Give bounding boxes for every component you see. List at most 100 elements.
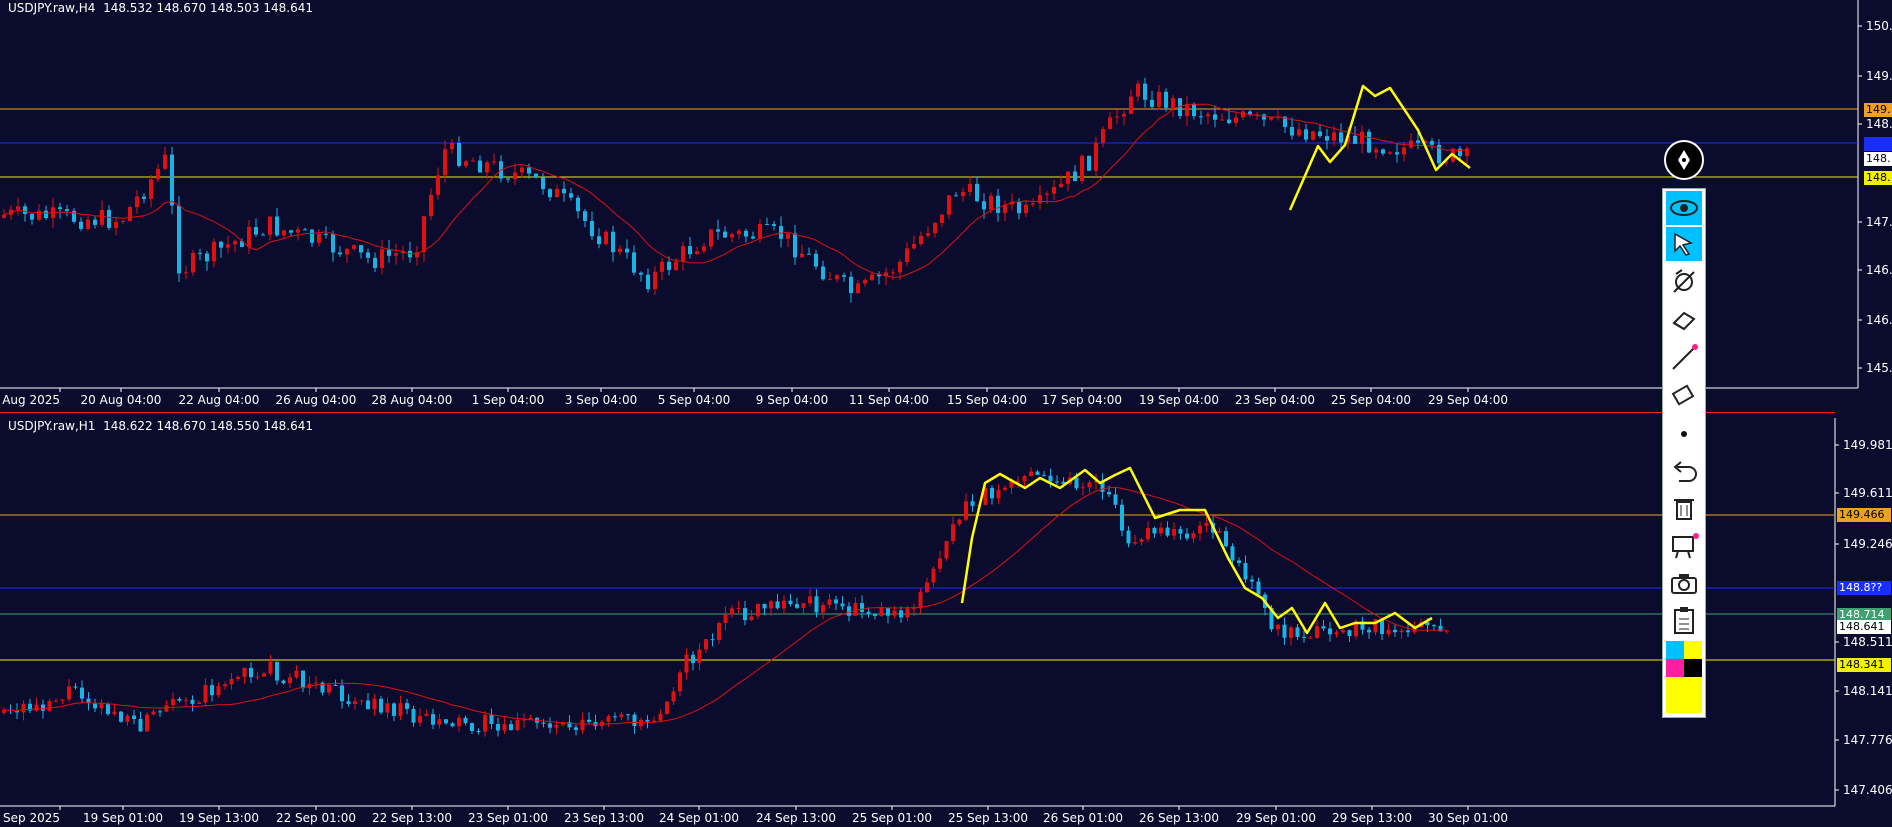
- candle-body: [212, 241, 216, 262]
- candle-body: [41, 704, 45, 711]
- candle-body: [1164, 91, 1168, 108]
- candle-body: [198, 252, 202, 254]
- candle-body: [671, 691, 676, 702]
- trash-icon[interactable]: [1666, 491, 1702, 525]
- candle-body: [132, 715, 136, 719]
- eye-icon[interactable]: [1666, 191, 1702, 225]
- candle-body: [86, 698, 91, 704]
- candle-body: [1003, 204, 1007, 213]
- time-tick-label: 30 Sep 01:00: [1428, 811, 1508, 825]
- candle-body: [54, 700, 58, 702]
- candle-body: [236, 676, 240, 679]
- candle-body: [1444, 161, 1448, 164]
- candle-body: [1395, 152, 1399, 155]
- pen-nib-icon[interactable]: [1664, 140, 1704, 180]
- candle-body: [149, 179, 153, 200]
- color-swatch-cyan[interactable]: [1666, 641, 1684, 659]
- cursor-arrow-icon[interactable]: [1666, 227, 1702, 261]
- candle-body: [905, 608, 910, 618]
- candle-body: [632, 252, 636, 273]
- candle-body: [1237, 560, 1241, 563]
- candle-body: [1230, 546, 1235, 561]
- candle-body: [353, 701, 357, 705]
- candle-body: [691, 654, 695, 664]
- current-color-swatch[interactable]: [1666, 677, 1702, 713]
- candle-body: [788, 600, 793, 605]
- h1-chart-canvas[interactable]: 149.981 149.611 149.246 148.511 148.141 147.7…: [0, 418, 1892, 827]
- candle-body: [1325, 136, 1329, 141]
- candle-body: [808, 596, 812, 604]
- candle-body: [1262, 114, 1266, 120]
- candle-body: [821, 604, 825, 613]
- candle-body: [34, 704, 39, 711]
- undo-icon[interactable]: [1666, 455, 1702, 489]
- candle-body: [65, 209, 69, 211]
- candle-body: [940, 214, 944, 224]
- candle-body: [93, 703, 97, 709]
- time-tick-label: 5 Sep 04:00: [658, 393, 730, 407]
- candle-body: [170, 154, 174, 206]
- line-draw-icon[interactable]: [1666, 341, 1702, 375]
- candle-body: [884, 272, 888, 277]
- candle-body: [60, 699, 65, 701]
- time-tick-label: 24 Sep 01:00: [659, 811, 739, 825]
- camera-icon[interactable]: [1666, 567, 1702, 601]
- clipboard-icon[interactable]: [1666, 603, 1702, 637]
- candle-body: [925, 582, 929, 593]
- candle-body: [177, 205, 181, 274]
- candle-body: [1255, 114, 1259, 116]
- candle-body: [255, 676, 260, 678]
- candle-body: [15, 710, 19, 713]
- candle-body: [779, 225, 783, 239]
- candle-body: [301, 670, 305, 689]
- candle-body: [142, 196, 146, 200]
- candle-body: [795, 604, 799, 608]
- eraser-block-icon[interactable]: [1666, 379, 1702, 413]
- candle-body: [853, 603, 858, 616]
- candle-body: [1139, 539, 1144, 543]
- candle-body: [86, 219, 90, 229]
- candle-body: [1321, 626, 1326, 629]
- time-tick-label: 22 Sep 01:00: [276, 811, 356, 825]
- candle-body: [1339, 132, 1343, 143]
- price-tick-label: 148.511: [1843, 635, 1892, 649]
- candle-body: [996, 489, 1001, 499]
- color-swatch-magenta[interactable]: [1666, 659, 1684, 677]
- candle-body: [1081, 487, 1085, 489]
- ruler-crossed-icon[interactable]: [1666, 265, 1702, 299]
- candle-body: [372, 698, 377, 710]
- candle-body: [457, 142, 461, 166]
- candle-body: [1217, 531, 1222, 533]
- candle-body: [1297, 129, 1301, 136]
- h4-chart-pane[interactable]: 150.149.148.147.146.146.145.8 Aug 202520…: [0, 0, 1892, 410]
- candle-body: [1374, 149, 1378, 153]
- candle-body: [1360, 131, 1364, 144]
- candle-body: [1381, 149, 1385, 154]
- candle-body: [583, 211, 587, 222]
- candle-body: [346, 701, 351, 705]
- candle-body: [1332, 132, 1336, 141]
- screen-draw-icon[interactable]: [1666, 529, 1702, 563]
- candle-body: [1150, 99, 1154, 107]
- candle-body: [681, 246, 685, 262]
- candle-body: [989, 195, 993, 210]
- dot-icon[interactable]: [1666, 417, 1702, 451]
- h4-chart-canvas[interactable]: 150.149.148.147.146.146.145.8 Aug 202520…: [0, 0, 1892, 410]
- candle-body: [1133, 542, 1137, 544]
- candle-body: [470, 723, 474, 731]
- candle-body: [47, 701, 52, 711]
- eraser-icon[interactable]: [1666, 303, 1702, 337]
- candle-body: [1224, 531, 1228, 547]
- candle-body: [964, 501, 968, 520]
- candle-body: [1353, 135, 1357, 144]
- color-swatch-black[interactable]: [1684, 659, 1702, 677]
- candle-body: [702, 246, 706, 252]
- candle-body: [912, 243, 916, 249]
- h1-chart-pane[interactable]: 149.981 149.611 149.246 148.511 148.141 147.7…: [0, 418, 1892, 827]
- candle-body: [1087, 155, 1091, 171]
- candle-body: [626, 714, 630, 716]
- candle-body: [340, 685, 344, 702]
- candle-body: [856, 283, 860, 294]
- candle-body: [216, 686, 221, 696]
- color-swatch-yellow[interactable]: [1684, 641, 1702, 659]
